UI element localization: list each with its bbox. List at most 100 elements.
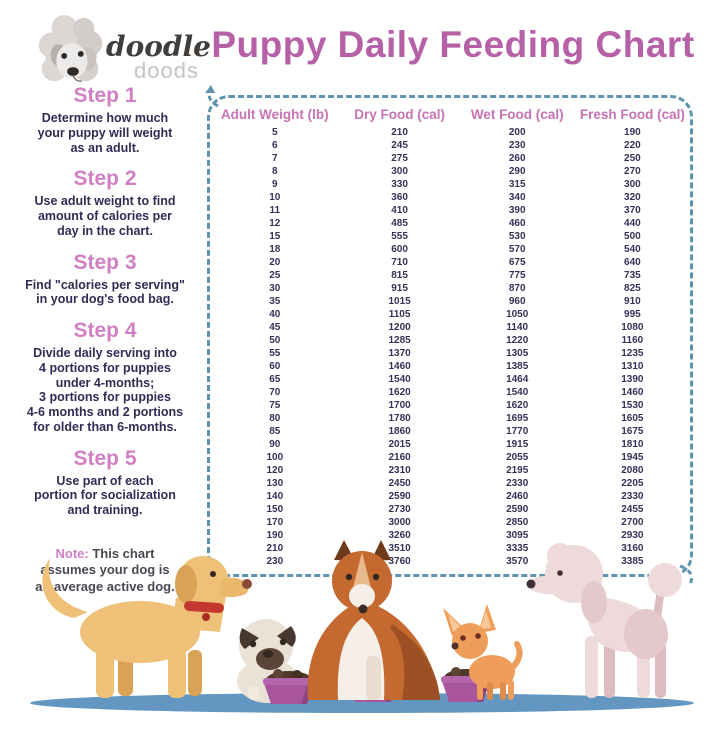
table-row: 70 1620 1540 1460 <box>210 386 690 399</box>
cell-dry-food: 2730 <box>388 504 411 515</box>
table-body: 5 210 200 190 6 245 230 220 7 275 260 25 <box>210 126 690 568</box>
cell-fresh-food: 1605 <box>621 413 644 424</box>
cell-fresh-food: 995 <box>624 309 641 320</box>
cell-dry-food: 485 <box>391 218 408 229</box>
step-block: Step 3 Find "calories per serving" in yo… <box>6 251 204 308</box>
chihuahua-illustration <box>443 604 523 700</box>
table-row: 6 245 230 220 <box>210 139 690 152</box>
cell-weight: 100 <box>266 452 284 463</box>
cell-wet-food: 1050 <box>506 309 529 320</box>
cell-fresh-food: 2930 <box>621 530 644 541</box>
note-container: Note: This chart assumes your dog is an … <box>6 518 204 595</box>
cell-wet-food: 1770 <box>506 426 529 437</box>
table-row: 130 2450 2330 2205 <box>210 477 690 490</box>
cell-weight: 150 <box>266 504 284 515</box>
cell-wet-food: 3570 <box>506 556 529 567</box>
cell-dry-food: 555 <box>391 231 408 242</box>
page-title: Puppy Daily Feeding Chart <box>211 24 695 65</box>
note-body: This chart assumes your dog is an averag… <box>35 546 175 594</box>
cell-wet-food: 2590 <box>506 504 529 515</box>
cell-weight: 70 <box>269 387 281 398</box>
cell-fresh-food: 250 <box>624 153 641 164</box>
cell-wet-food: 290 <box>508 166 526 177</box>
cell-dry-food: 1540 <box>388 374 411 385</box>
cell-fresh-food: 2700 <box>621 517 644 528</box>
cell-wet-food: 1220 <box>506 335 529 346</box>
cell-weight: 12 <box>269 218 281 229</box>
cell-dry-food: 710 <box>391 257 408 268</box>
cell-fresh-food: 540 <box>624 244 641 255</box>
cell-weight: 20 <box>269 257 281 268</box>
cell-fresh-food: 910 <box>624 296 641 307</box>
table-row: 9 330 315 300 <box>210 178 690 191</box>
cell-dry-food: 1860 <box>388 426 411 437</box>
cell-weight: 35 <box>269 296 281 307</box>
cell-weight: 130 <box>266 478 284 489</box>
cell-weight: 6 <box>272 140 278 151</box>
cell-weight: 7 <box>272 153 278 164</box>
table-header-row: Adult Weight (lb) Dry Food (cal) Wet Foo… <box>210 107 690 122</box>
table-row: 10 360 340 320 <box>210 191 690 204</box>
cell-dry-food: 1460 <box>388 361 411 372</box>
cell-wet-food: 200 <box>508 127 526 138</box>
cell-fresh-food: 1810 <box>621 439 644 450</box>
cell-fresh-food: 3385 <box>621 556 644 567</box>
table-row: 40 1105 1050 995 <box>210 308 690 321</box>
cell-weight: 30 <box>269 283 281 294</box>
table-row: 170 3000 2850 2700 <box>210 516 690 529</box>
cell-weight: 170 <box>266 517 284 528</box>
table-row: 100 2160 2055 1945 <box>210 451 690 464</box>
cell-wet-food: 1140 <box>506 322 529 333</box>
cell-fresh-food: 190 <box>624 127 641 138</box>
table-row: 5 210 200 190 <box>210 126 690 139</box>
brand-name-line1: doodle <box>106 30 211 63</box>
table-row: 90 2015 1915 1810 <box>210 438 690 451</box>
cell-dry-food: 275 <box>391 153 408 164</box>
cell-dry-food: 2590 <box>388 491 411 502</box>
table-row: 11 410 390 370 <box>210 204 690 217</box>
dashed-border-arrow-icon <box>205 85 219 108</box>
cell-wet-food: 870 <box>508 283 526 294</box>
cell-dry-food: 1700 <box>388 400 411 411</box>
note-text: Note: This chart assumes your dog is an … <box>6 546 204 595</box>
table-row: 210 3510 3335 3160 <box>210 542 690 555</box>
cell-fresh-food: 440 <box>624 218 641 229</box>
cell-dry-food: 2310 <box>388 465 411 476</box>
step-heading: Step 3 <box>73 250 137 274</box>
cell-dry-food: 3000 <box>388 517 411 528</box>
table-row: 35 1015 960 910 <box>210 295 690 308</box>
cell-fresh-food: 500 <box>624 231 641 242</box>
cell-weight: 210 <box>266 543 284 554</box>
cell-weight: 5 <box>272 127 278 138</box>
cell-wet-food: 230 <box>508 140 526 151</box>
cell-dry-food: 1370 <box>388 348 411 359</box>
table-row: 12 485 460 440 <box>210 217 690 230</box>
cell-wet-food: 1305 <box>506 348 529 359</box>
table-row: 190 3260 3095 2930 <box>210 529 690 542</box>
column-header-wet: Wet Food (cal) <box>470 107 564 122</box>
cell-dry-food: 600 <box>391 244 408 255</box>
cell-wet-food: 260 <box>508 153 526 164</box>
cell-weight: 40 <box>269 309 281 320</box>
cell-dry-food: 1285 <box>388 335 411 346</box>
cell-dry-food: 1105 <box>388 309 411 320</box>
table-row: 50 1285 1220 1160 <box>210 334 690 347</box>
cell-fresh-food: 640 <box>624 257 641 268</box>
cell-wet-food: 340 <box>508 192 526 203</box>
cell-dry-food: 2160 <box>388 452 411 463</box>
cell-fresh-food: 1675 <box>621 426 644 437</box>
step-heading: Step 2 <box>73 167 137 191</box>
cell-weight: 230 <box>266 556 284 567</box>
feeding-table: Adult Weight (lb) Dry Food (cal) Wet Foo… <box>205 85 694 585</box>
step-heading: Step 5 <box>73 446 137 470</box>
cell-weight: 45 <box>269 322 281 333</box>
cell-wet-food: 315 <box>508 179 526 190</box>
cell-dry-food: 3510 <box>388 543 411 554</box>
cell-dry-food: 245 <box>391 140 408 151</box>
cell-fresh-food: 1080 <box>621 322 644 333</box>
step-text: Divide daily serving into 4 portions for… <box>26 346 184 434</box>
cell-fresh-food: 2080 <box>621 465 644 476</box>
cell-weight: 75 <box>269 400 281 411</box>
cell-weight: 65 <box>269 374 281 385</box>
